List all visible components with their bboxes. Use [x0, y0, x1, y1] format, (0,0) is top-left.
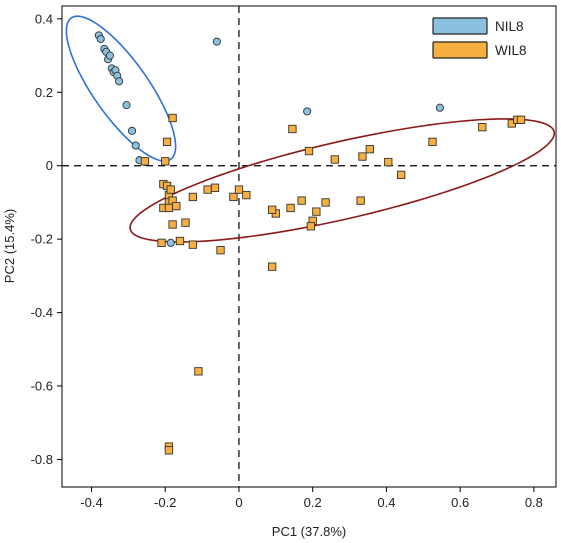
point-wil8: [356, 196, 365, 205]
point-wil8: [164, 446, 174, 455]
legend-label-nil8: NIL8: [495, 19, 524, 34]
point-wil8: [267, 262, 277, 271]
point-nil8: [127, 126, 137, 135]
point-wil8: [384, 157, 393, 167]
point-wil8: [306, 222, 315, 231]
y-tick-label: -0.2: [31, 232, 53, 247]
x-axis-title: PC1 (37.8%): [272, 524, 346, 539]
point-nil8: [212, 37, 221, 46]
point-wil8: [365, 145, 374, 154]
point-wil8: [203, 185, 212, 194]
x-tick-label: 0.6: [451, 495, 469, 510]
legend: NIL8 WIL8: [432, 17, 527, 59]
point-wil8: [234, 185, 244, 194]
point-wil8: [164, 203, 174, 213]
point-wil8: [288, 124, 297, 134]
point-wil8: [478, 123, 487, 132]
plot-frame: [61, 5, 557, 488]
point-wil8: [358, 152, 367, 161]
legend-swatch-nil8: [432, 17, 488, 35]
point-wil8: [516, 115, 526, 124]
point-wil8: [216, 246, 225, 255]
point-wil8: [166, 185, 175, 194]
point-wil8: [140, 157, 150, 166]
x-tick-label: 0.4: [377, 495, 395, 510]
point-wil8: [181, 218, 190, 227]
y-tick-label: 0.4: [35, 11, 53, 26]
point-wil8: [168, 220, 177, 229]
plot-area: [61, 5, 557, 488]
point-wil8: [168, 113, 177, 123]
x-axis: -0.4 -0.2 0 0.2 0.4 0.6 0.8: [80, 487, 543, 510]
point-wil8: [312, 207, 321, 216]
y-tick-label: -0.8: [31, 452, 53, 467]
point-wil8: [188, 240, 198, 249]
point-wil8: [286, 203, 295, 213]
x-tick-label: 0.2: [304, 495, 322, 510]
point-nil8: [131, 141, 140, 150]
x-tick-label: -0.2: [154, 495, 176, 510]
point-nil8: [115, 77, 124, 86]
point-wil8: [229, 192, 238, 202]
y-tick-label: -0.6: [31, 379, 53, 394]
y-tick-label: 0: [46, 158, 53, 173]
ellipse-wil8: [129, 118, 556, 243]
y-tick-label: 0.2: [35, 85, 53, 100]
ellipse-nil8: [65, 15, 177, 162]
point-wil8: [210, 183, 220, 192]
y-axis-title: PC2 (15.4%): [2, 209, 17, 283]
point-wil8: [397, 170, 406, 180]
point-wil8: [242, 190, 251, 200]
confidence-ellipses: [65, 15, 556, 243]
point-wil8: [162, 137, 172, 147]
data-points: [94, 31, 526, 455]
point-wil8: [172, 201, 181, 211]
point-wil8: [330, 155, 339, 164]
point-wil8: [297, 196, 306, 205]
point-wil8: [175, 236, 185, 246]
point-nil8: [303, 107, 312, 116]
point-wil8: [161, 157, 170, 166]
point-wil8: [188, 192, 198, 202]
point-wil8: [157, 238, 166, 247]
legend-label-wil8: WIL8: [495, 43, 527, 58]
point-nil8: [166, 238, 175, 247]
point-nil8: [122, 101, 131, 110]
x-tick-label: 0.8: [525, 495, 543, 510]
point-nil8: [105, 51, 114, 60]
x-tick-label: 0: [235, 495, 242, 510]
point-wil8: [304, 146, 314, 156]
legend-swatch-wil8: [432, 41, 488, 59]
point-wil8: [428, 137, 437, 147]
point-wil8: [194, 367, 203, 376]
y-axis: -0.8 -0.6 -0.4 -0.2 0 0.2 0.4: [31, 11, 62, 467]
point-nil8: [435, 103, 444, 112]
y-tick-label: -0.4: [31, 305, 53, 320]
point-wil8: [267, 205, 277, 214]
point-nil8: [96, 34, 105, 44]
x-tick-label: -0.4: [80, 495, 102, 510]
point-wil8: [321, 198, 330, 207]
